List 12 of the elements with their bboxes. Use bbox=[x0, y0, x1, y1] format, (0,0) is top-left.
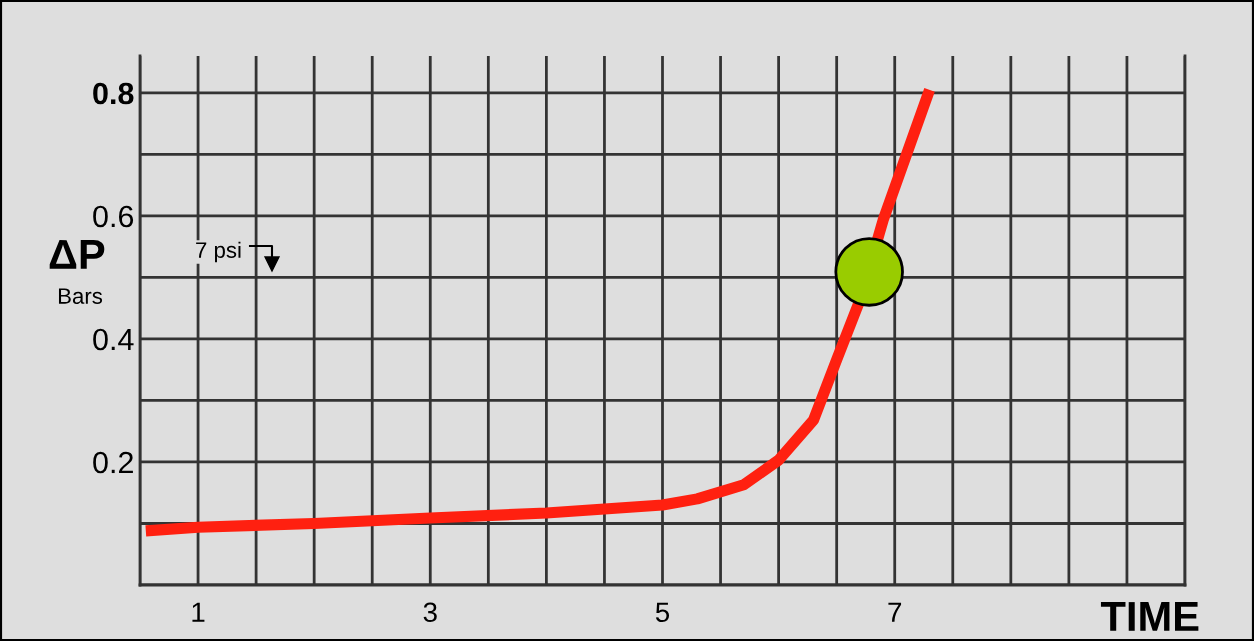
y-axis-title: ΔP bbox=[49, 240, 105, 269]
x-tick-label: 1 bbox=[192, 602, 205, 622]
y-tick-label: 0.2 bbox=[93, 451, 133, 474]
x-axis-title: TIME bbox=[1100, 602, 1199, 631]
y-tick-label: 0.4 bbox=[93, 328, 134, 351]
x-tick-label: 3 bbox=[423, 602, 437, 623]
x-tick-label: 5 bbox=[655, 602, 670, 623]
annotation: 7 psi bbox=[196, 241, 241, 263]
x-tick-label: 7 bbox=[888, 602, 902, 622]
text: Bars bbox=[58, 288, 103, 304]
y-tick-label: 0.6 bbox=[93, 205, 134, 228]
y-tick-label: 0.8 bbox=[93, 82, 134, 105]
